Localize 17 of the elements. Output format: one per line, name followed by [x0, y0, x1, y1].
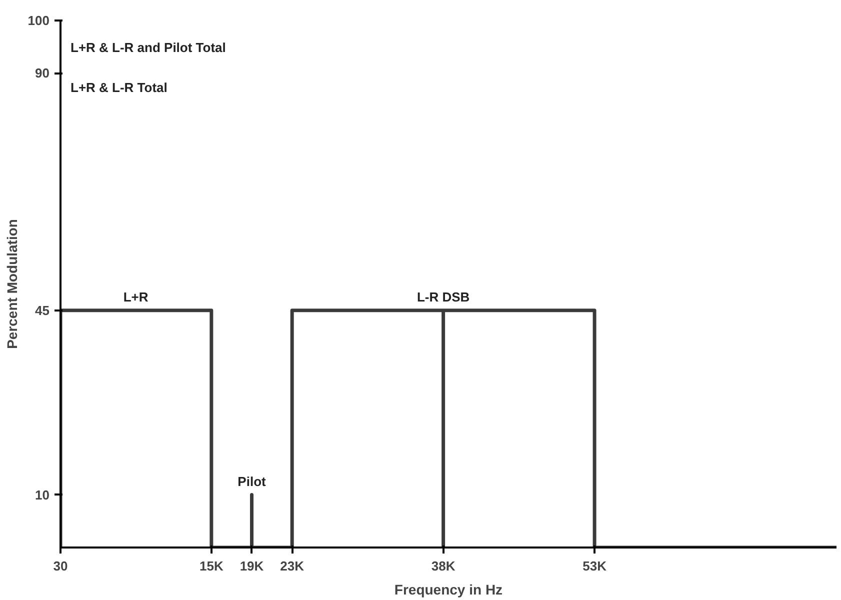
y-tick-label: 10	[35, 487, 50, 502]
y-tick-label: 45	[35, 302, 50, 318]
annotation: L+R & L-R and Pilot Total	[70, 40, 226, 55]
x-tick-label: 30	[53, 558, 68, 574]
annotation: L+R	[123, 289, 149, 304]
y-tick-label: 90	[35, 66, 50, 81]
y-axis-title: Percent Modulation	[4, 219, 20, 349]
annotation: L-R DSB	[416, 289, 470, 304]
annotation: L+R & L-R Total	[70, 80, 168, 95]
y-tick-label: 100	[28, 13, 50, 28]
x-axis-title: Frequency in Hz	[394, 582, 503, 598]
x-tick-label: 15K	[200, 558, 224, 574]
x-tick-label: 19K	[240, 558, 264, 574]
x-tick-label: 38K	[431, 558, 456, 574]
x-tick-label: 23K	[280, 558, 305, 574]
x-tick-label: 53K	[582, 558, 608, 574]
annotation: Pilot	[238, 474, 267, 489]
